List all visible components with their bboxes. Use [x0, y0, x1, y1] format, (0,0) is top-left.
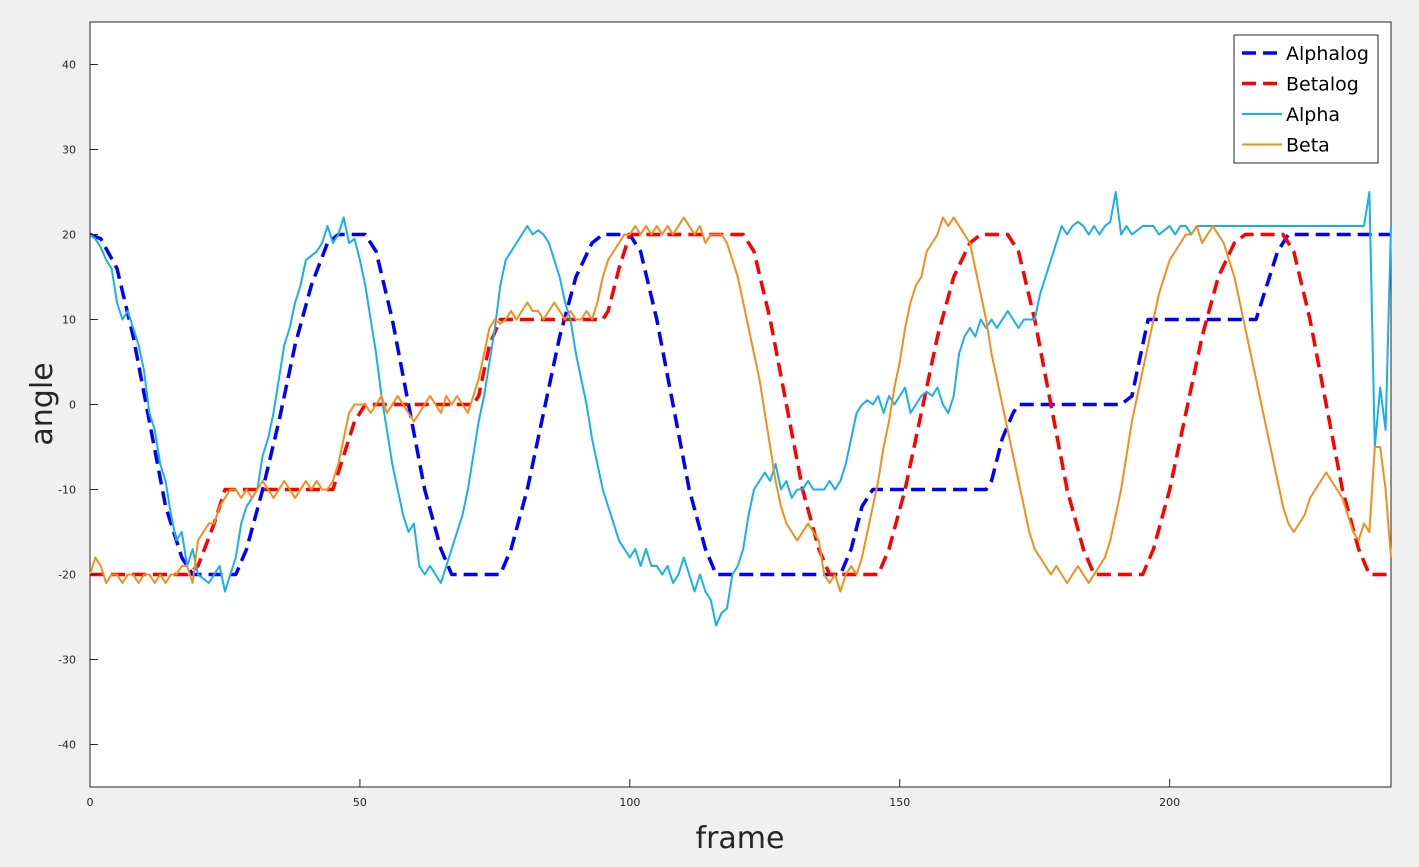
- x-tick-label: 0: [87, 796, 94, 809]
- y-tick-label: 30: [62, 144, 76, 157]
- legend-label-betalog: Betalog: [1286, 74, 1359, 96]
- x-tick-label: 200: [1159, 796, 1180, 809]
- x-tick-label: 150: [889, 796, 910, 809]
- y-tick-label: 10: [62, 314, 76, 327]
- y-tick-label: 20: [62, 229, 76, 242]
- series-layer: [89, 191, 1392, 627]
- y-tick-label: -40: [58, 739, 76, 752]
- series-line-betalog: [90, 232, 1391, 577]
- series-line-beta: [89, 216, 1392, 593]
- x-axis-title: frame: [696, 821, 785, 856]
- y-axis-title: angle: [25, 362, 60, 445]
- plot-area: [89, 21, 1392, 788]
- legend-label-alpha: Alpha: [1286, 104, 1340, 126]
- y-tick-label: 40: [62, 59, 76, 72]
- y-tick-label: -20: [58, 569, 76, 582]
- y-tick-label: -10: [58, 484, 76, 497]
- legend: Alphalog Betalog Alpha Beta: [1233, 34, 1379, 164]
- x-tick-label: 100: [619, 796, 640, 809]
- series-line-alphalog: [89, 232, 1391, 577]
- axes-layer: 0 50 100 150 200 -40 -30 -20 -10 0 10 20 30 40: [58, 59, 1180, 810]
- legend-box: [1233, 34, 1379, 164]
- series-line-alpha: [89, 191, 1392, 627]
- x-tick-label: 50: [353, 796, 367, 809]
- legend-label-beta: Beta: [1286, 135, 1330, 157]
- y-tick-label: 0: [69, 399, 76, 412]
- legend-label-alphalog: Alphalog: [1286, 43, 1369, 65]
- y-tick-label: -30: [58, 654, 76, 667]
